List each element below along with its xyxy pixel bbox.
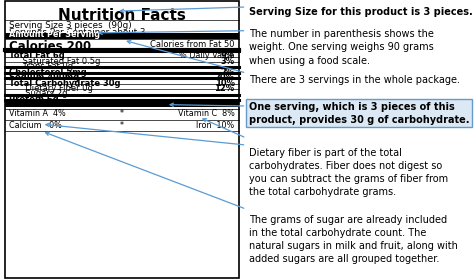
Text: Dietary fiber is part of the total
carbohydrates. Fiber does not digest so
you c: Dietary fiber is part of the total carbo…: [249, 148, 448, 198]
Text: Total Carbohydrate 30g: Total Carbohydrate 30g: [9, 79, 121, 88]
Text: Iron  10%: Iron 10%: [196, 121, 235, 130]
Text: % Daily Value: % Daily Value: [179, 51, 235, 60]
Text: Trans Fat 0g: Trans Fat 0g: [20, 62, 73, 71]
Text: There are 3 servings in the whole package.: There are 3 servings in the whole packag…: [249, 75, 460, 85]
Text: 3%: 3%: [220, 57, 235, 66]
Text: Vitamin A  4%: Vitamin A 4%: [9, 109, 66, 118]
Text: Sodium 490mg: Sodium 490mg: [9, 73, 80, 82]
Text: Vitamin C  8%: Vitamin C 8%: [178, 109, 235, 118]
Text: 12%: 12%: [215, 84, 235, 93]
Text: Serving Size for this product is 3 pieces.: Serving Size for this product is 3 piece…: [249, 7, 473, 17]
Bar: [5, 1, 239, 278]
Text: 2%: 2%: [220, 68, 235, 77]
Text: Calories 200: Calories 200: [9, 40, 91, 53]
Text: Saturated Fat 0.5g: Saturated Fat 0.5g: [20, 57, 100, 66]
Text: Amount Per Serving: Amount Per Serving: [9, 30, 100, 39]
Bar: [5, 102, 239, 107]
Text: Serving Size 3 pieces  (90g): Serving Size 3 pieces (90g): [9, 21, 132, 30]
Text: One serving, which is 3 pieces of this
product, provides 30 g of carbohydrate.: One serving, which is 3 pieces of this p…: [249, 102, 469, 125]
Text: Sugars 2g: Sugars 2g: [20, 90, 67, 98]
Text: 10%: 10%: [215, 79, 235, 88]
Text: Calcium   0%: Calcium 0%: [9, 121, 63, 130]
Text: Calories from Fat 50: Calories from Fat 50: [150, 40, 235, 49]
Text: *: *: [120, 121, 124, 130]
Text: Nutrition Facts: Nutrition Facts: [58, 8, 186, 23]
Text: Cholesterol 5mg: Cholesterol 5mg: [9, 68, 87, 77]
Text: The number in parenthesis shows the
weight. One serving weighs 90 grams
when usi: The number in parenthesis shows the weig…: [249, 29, 434, 66]
Text: *: *: [120, 109, 124, 118]
Text: The grams of sugar are already included
in the total carbohydrate count. The
nat: The grams of sugar are already included …: [249, 215, 458, 264]
Bar: [5, 33, 239, 39]
Text: Total Fat 6g: Total Fat 6g: [9, 51, 65, 60]
Text: 9%: 9%: [220, 51, 235, 60]
Text: 20%: 20%: [215, 73, 235, 82]
Text: Servings Per Container about 3: Servings Per Container about 3: [9, 28, 146, 37]
Text: Dietary Fiber 0g: Dietary Fiber 0g: [20, 84, 93, 93]
Text: Protein 6g: Protein 6g: [9, 95, 59, 104]
